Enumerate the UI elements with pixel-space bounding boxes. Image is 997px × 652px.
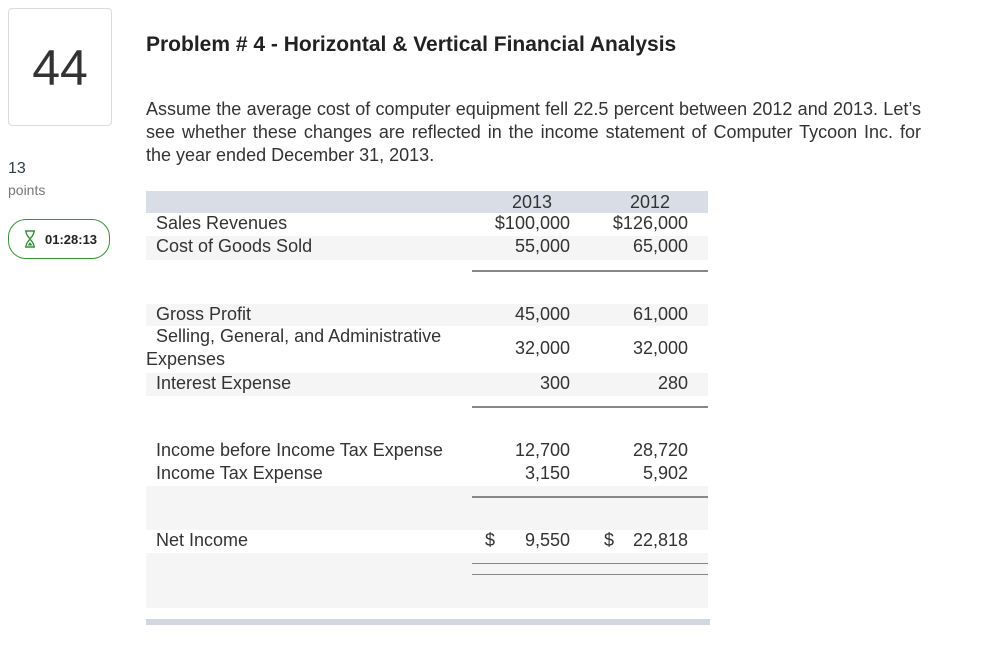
cogs-2013: 55,000 — [514, 236, 570, 256]
net-income-2012-currency: $ — [604, 530, 615, 550]
year-2012-header: 2012 — [629, 192, 670, 212]
subtotal-line — [472, 406, 708, 408]
timer-badge[interactable]: 01:28:13 — [8, 219, 110, 259]
income-tax-label: Income Tax Expense — [156, 463, 323, 483]
points-label: points — [8, 182, 46, 198]
sales-revenues-label: Sales Revenues — [156, 213, 288, 233]
question-number: 44 — [32, 40, 88, 96]
sales-revenues-2012: $126,000 — [612, 213, 688, 233]
income-before-tax-2013: 12,700 — [514, 440, 570, 460]
gross-profit-label: Gross Profit — [156, 304, 252, 324]
table-row: Net Income $ 9,550 $ 22,818 — [146, 530, 708, 553]
net-income-2012: 22,818 — [632, 530, 688, 550]
question-number-box: 44 — [8, 8, 112, 126]
sga-2012: 32,000 — [632, 338, 688, 358]
table-row: Interest Expense 300 280 — [146, 373, 708, 396]
table-row: Gross Profit 45,000 61,000 — [146, 304, 708, 326]
table-row: Selling, General, and Administrative Exp… — [146, 326, 708, 373]
cogs-label: Cost of Goods Sold — [156, 236, 313, 256]
income-before-tax-2012: 28,720 — [632, 440, 688, 460]
table-spacer-row — [146, 553, 708, 608]
gross-profit-2012: 61,000 — [632, 304, 688, 324]
table-row: Income Tax Expense 3,150 5,902 — [146, 463, 708, 486]
total-double-line-bottom — [472, 574, 708, 575]
hourglass-icon — [25, 230, 35, 248]
sga-label-line2: Expenses — [146, 349, 226, 369]
table-bottom-bar — [146, 619, 710, 625]
table-row: Income before Income Tax Expense 12,700 … — [146, 440, 708, 463]
income-tax-2013: 3,150 — [524, 463, 570, 483]
total-double-line-top — [472, 563, 708, 564]
problem-title: Problem # 4 - Horizontal & Vertical Fina… — [146, 33, 677, 56]
net-income-2013: 9,550 — [524, 530, 570, 550]
table-header-row: 2013 2012 — [146, 191, 708, 213]
sga-label-line1: Selling, General, and Administrative — [156, 326, 442, 346]
income-tax-2012: 5,902 — [642, 463, 688, 483]
table-row: Cost of Goods Sold 55,000 65,000 — [146, 236, 708, 260]
points-value: 13 — [8, 160, 26, 177]
interest-2012: 280 — [657, 373, 688, 393]
table-spacer-row — [146, 486, 708, 530]
net-income-2013-currency: $ — [485, 530, 496, 550]
net-income-label: Net Income — [156, 530, 249, 550]
subtotal-line — [472, 270, 708, 272]
sales-revenues-2013: $100,000 — [494, 213, 570, 233]
gross-profit-2013: 45,000 — [514, 304, 570, 324]
year-2013-header: 2013 — [511, 192, 552, 212]
sga-2013: 32,000 — [514, 338, 570, 358]
income-before-tax-label: Income before Income Tax Expense — [156, 440, 443, 460]
subtotal-line — [472, 496, 708, 498]
timer-text: 01:28:13 — [45, 231, 98, 247]
cogs-2012: 65,000 — [632, 236, 688, 256]
interest-2013: 300 — [539, 373, 570, 393]
interest-label: Interest Expense — [156, 373, 292, 393]
problem-paragraph: Assume the average cost of computer equi… — [146, 99, 921, 165]
table-row: Sales Revenues $100,000 $126,000 — [146, 213, 708, 236]
